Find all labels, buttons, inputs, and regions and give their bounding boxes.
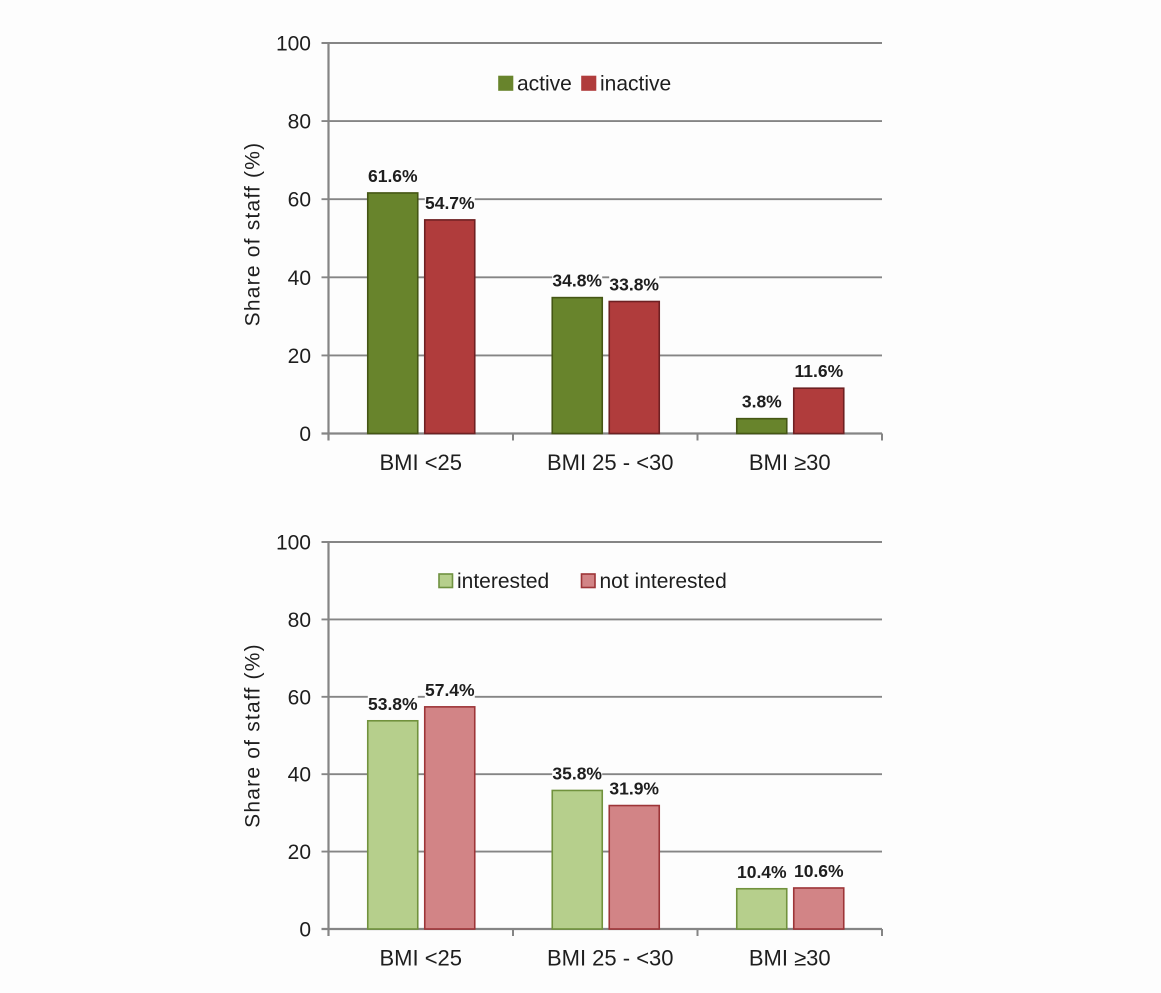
svg-text:80: 80	[288, 111, 311, 134]
svg-text:40: 40	[288, 267, 311, 290]
svg-text:61.6%: 61.6%	[368, 166, 418, 186]
svg-text:54.7%: 54.7%	[425, 193, 475, 213]
svg-text:BMI 25 - <30: BMI 25 - <30	[547, 450, 674, 475]
svg-text:80: 80	[288, 609, 311, 632]
svg-text:31.9%: 31.9%	[609, 779, 659, 799]
svg-text:BMI <25: BMI <25	[379, 946, 462, 971]
svg-text:0: 0	[299, 423, 311, 446]
svg-text:35.8%: 35.8%	[552, 764, 602, 784]
svg-text:Share of staff (%): Share of staff (%)	[242, 142, 265, 327]
svg-text:53.8%: 53.8%	[368, 694, 418, 714]
svg-text:10.6%: 10.6%	[794, 861, 844, 881]
svg-text:BMI ≥30: BMI ≥30	[749, 450, 831, 475]
svg-text:20: 20	[288, 841, 311, 864]
svg-text:10.4%: 10.4%	[737, 862, 787, 882]
svg-text:60: 60	[288, 686, 311, 709]
svg-text:BMI <25: BMI <25	[379, 450, 462, 475]
svg-text:11.6%: 11.6%	[794, 361, 843, 381]
svg-text:100: 100	[276, 33, 311, 56]
svg-text:60: 60	[288, 189, 311, 212]
svg-text:0: 0	[299, 919, 311, 942]
svg-text:active: active	[517, 73, 572, 96]
svg-text:33.8%: 33.8%	[609, 275, 659, 295]
svg-text:40: 40	[288, 764, 311, 787]
svg-text:BMI ≥30: BMI ≥30	[749, 946, 831, 971]
svg-text:3.8%: 3.8%	[742, 392, 782, 412]
svg-text:BMI 25 - <30: BMI 25 - <30	[547, 946, 674, 971]
svg-text:Share of staff (%): Share of staff (%)	[242, 643, 265, 828]
svg-text:interested: interested	[457, 570, 549, 593]
svg-text:inactive: inactive	[600, 73, 671, 96]
svg-text:100: 100	[276, 532, 311, 555]
svg-text:57.4%: 57.4%	[425, 680, 475, 700]
svg-text:not interested: not interested	[600, 570, 727, 593]
svg-text:34.8%: 34.8%	[552, 271, 602, 291]
svg-text:20: 20	[288, 345, 311, 368]
